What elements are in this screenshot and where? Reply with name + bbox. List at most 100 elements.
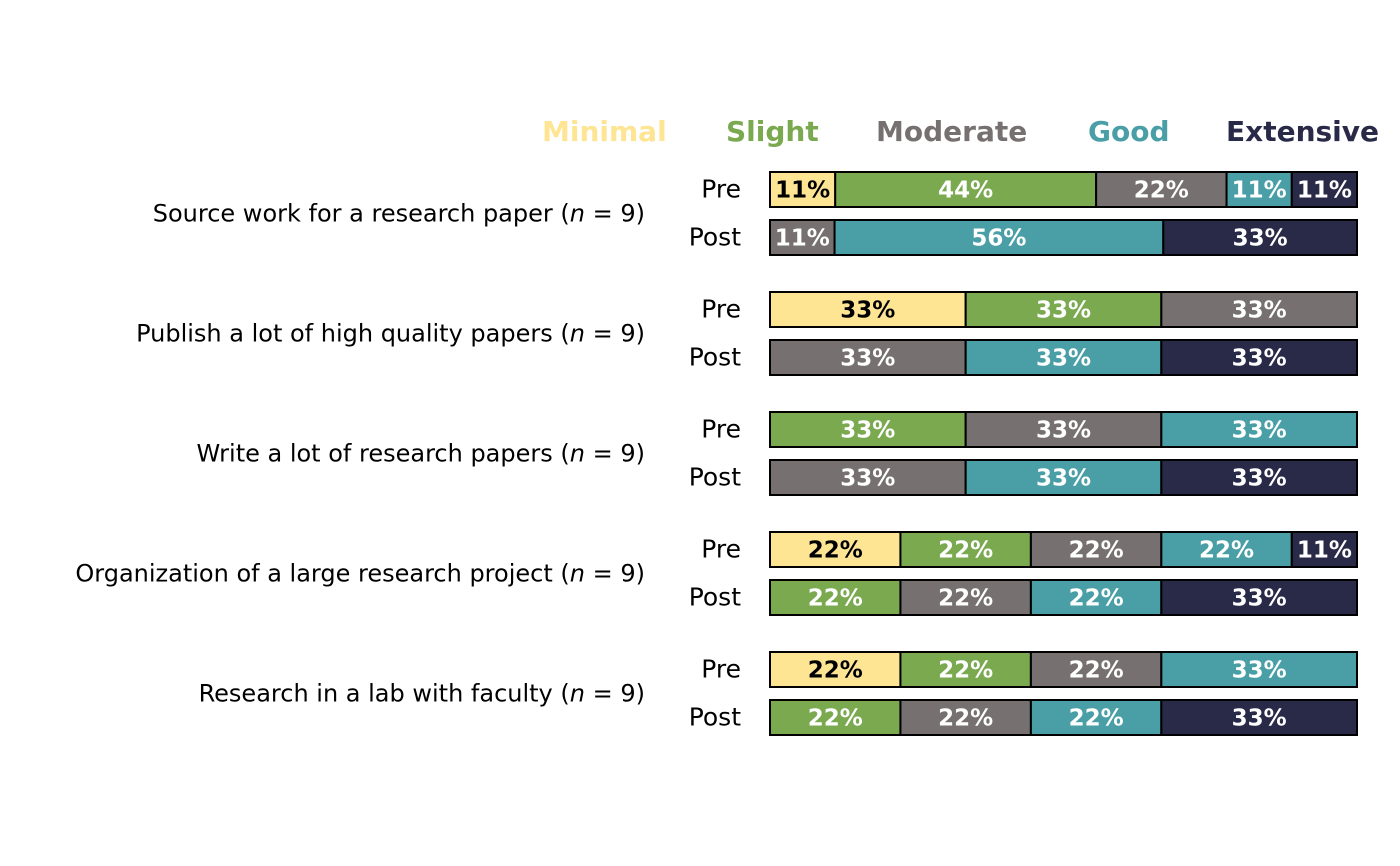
question-label: Research in a lab with faculty (n = 9) [199, 680, 645, 708]
bar-segment-post-extensive [1162, 219, 1359, 256]
segment-value-label: 11% [1297, 178, 1352, 204]
bar-segment-post-good [1029, 579, 1163, 616]
segment-value-label: 22% [1069, 586, 1124, 612]
timepoint-label-post: Post [689, 463, 742, 492]
bar-segment-pre-minimal [769, 531, 902, 568]
question-group: Source work for a research paper (n = 9)… [153, 171, 1359, 256]
segment-value-label: 22% [938, 658, 993, 684]
bar-segment-pre-extensive [1290, 171, 1359, 208]
legend-item-slight: Slight [726, 115, 819, 148]
bar-segment-pre-moderate [1029, 531, 1163, 568]
segment-value-label: 33% [1036, 466, 1091, 492]
question-n-close: ) [636, 680, 645, 708]
segment-value-label: 22% [938, 538, 993, 564]
timepoint-label-pre: Pre [701, 535, 741, 564]
question-n-eq: = [585, 320, 620, 348]
segment-value-label: 33% [1232, 418, 1287, 444]
bar-segment-post-slight [769, 699, 902, 736]
legend-item-minimal: Minimal [542, 115, 667, 148]
segment-value-label: 33% [1036, 418, 1091, 444]
legend-item-moderate: Moderate [876, 115, 1027, 148]
segment-value-label: 33% [840, 298, 895, 324]
bar-segment-pre-slight [899, 651, 1032, 688]
segment-value-label: 56% [971, 226, 1026, 252]
bar-segment-pre-moderate [964, 411, 1163, 448]
bar-segment-post-good [964, 459, 1163, 496]
segment-value-label: 22% [1069, 658, 1124, 684]
segment-value-label: 22% [938, 706, 993, 732]
bar-segment-pre-moderate [1095, 171, 1228, 208]
chart-rows: Source work for a research paper (n = 9)… [75, 171, 1359, 736]
segment-value-label: 22% [808, 706, 863, 732]
segment-value-label: 22% [1134, 178, 1189, 204]
bar-segment-pre-slight [964, 291, 1163, 328]
question-text: Source work for a research paper [153, 200, 553, 228]
question-n-close: ) [636, 320, 645, 348]
segment-value-label: 33% [840, 346, 895, 372]
question-n-open: ( [553, 320, 570, 348]
question-n-value: 9 [620, 440, 635, 468]
segment-value-label: 33% [1232, 706, 1287, 732]
segment-value-label: 33% [840, 418, 895, 444]
bar-segment-post-good [1029, 699, 1163, 736]
question-n-open: ( [553, 440, 570, 468]
timepoint-label-pre: Pre [701, 295, 741, 324]
segment-value-label: 33% [1036, 346, 1091, 372]
bar-segment-post-moderate [769, 339, 967, 376]
timepoint-label-pre: Pre [701, 415, 741, 444]
segment-value-label: 22% [808, 586, 863, 612]
bar-segment-post-extensive [1160, 339, 1359, 376]
bar-segment-pre-slight [834, 171, 1098, 208]
question-group: Research in a lab with faculty (n = 9) Pr… [199, 651, 1359, 736]
question-label: Publish a lot of high quality papers (n … [136, 320, 645, 348]
question-label: Source work for a research paper (n = 9) [153, 200, 645, 228]
segment-value-label: 22% [808, 538, 863, 564]
question-n-symbol: n [570, 200, 585, 228]
question-label: Organization of a large research project… [75, 560, 645, 588]
bar-segment-post-good [964, 339, 1163, 376]
segment-value-label: 33% [1036, 298, 1091, 324]
legend-item-extensive: Extensive [1226, 115, 1379, 148]
timepoint-label-pre: Pre [701, 655, 741, 684]
legend-item-good: Good [1088, 115, 1170, 148]
question-n-eq: = [585, 680, 620, 708]
question-n-value: 9 [620, 680, 635, 708]
question-n-value: 9 [620, 320, 635, 348]
segment-value-label: 11% [775, 178, 830, 204]
bar-segment-pre-extensive [1290, 531, 1359, 568]
question-n-value: 9 [620, 560, 635, 588]
question-group: Write a lot of research papers (n = 9) Pr… [197, 411, 1359, 496]
segment-value-label: 33% [1232, 466, 1287, 492]
question-text: Organization of a large research project [75, 560, 552, 588]
bar-segment-pre-good [1160, 651, 1359, 688]
question-n-symbol: n [570, 560, 585, 588]
question-n-symbol: n [570, 320, 585, 348]
question-text: Publish a lot of high quality papers [136, 320, 553, 348]
bar-segment-post-extensive [1160, 459, 1359, 496]
timepoint-label-post: Post [689, 583, 742, 612]
question-n-open: ( [553, 680, 570, 708]
segment-value-label: 33% [1232, 658, 1287, 684]
bar-segment-post-good [833, 219, 1165, 256]
segment-value-label: 22% [1069, 538, 1124, 564]
segment-value-label: 33% [1232, 346, 1287, 372]
question-group: Organization of a large research project… [75, 531, 1359, 616]
segment-value-label: 44% [938, 178, 993, 204]
timepoint-label-post: Post [689, 703, 742, 732]
segment-value-label: 22% [808, 658, 863, 684]
segment-value-label: 33% [840, 466, 895, 492]
segment-value-label: 22% [1069, 706, 1124, 732]
question-n-symbol: n [570, 440, 585, 468]
bar-segment-pre-minimal [769, 171, 837, 208]
bar-segment-pre-good [1160, 411, 1359, 448]
segment-value-label: 11% [1232, 178, 1287, 204]
bar-segment-pre-minimal [769, 291, 967, 328]
timepoint-label-post: Post [689, 343, 742, 372]
bar-segment-pre-moderate [1160, 291, 1359, 328]
segment-value-label: 22% [938, 586, 993, 612]
question-n-value: 9 [620, 200, 635, 228]
question-n-open: ( [553, 560, 570, 588]
question-n-eq: = [585, 200, 620, 228]
question-n-close: ) [636, 560, 645, 588]
